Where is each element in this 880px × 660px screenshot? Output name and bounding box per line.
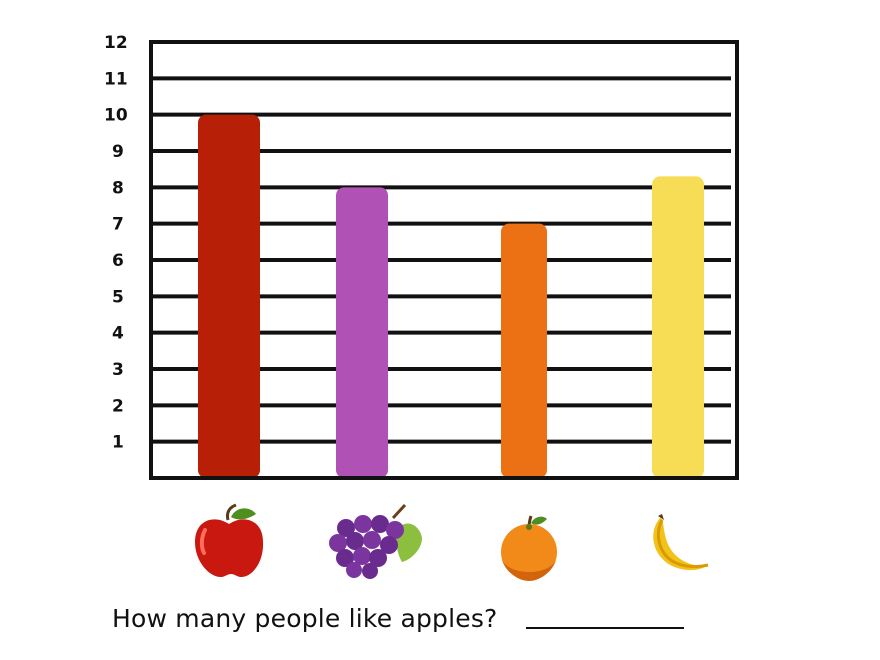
- y-tick-label: 10: [104, 106, 128, 126]
- grapes-icon: [329, 503, 422, 579]
- y-tick-label: 11: [104, 69, 128, 89]
- bar-grapes: [336, 187, 388, 479]
- bars: [198, 114, 704, 479]
- answer-blank[interactable]: [525, 627, 684, 629]
- banana-icon: [653, 514, 709, 571]
- y-tick-label: 3: [112, 360, 124, 380]
- y-tick-label: 4: [112, 324, 124, 344]
- plot-frame: [149, 40, 739, 480]
- y-tick-label: 9: [112, 142, 124, 162]
- y-tick-label: 1: [112, 433, 124, 453]
- y-tick-label: 6: [112, 251, 124, 271]
- apple-icon: [195, 503, 264, 578]
- question-row: How many people like apples?: [112, 604, 684, 633]
- bar-banana: [652, 176, 704, 478]
- orange-icon: [501, 515, 557, 581]
- y-tick-label: 7: [112, 215, 124, 235]
- bar-orange: [501, 223, 547, 478]
- y-tick-label: 5: [112, 287, 124, 307]
- y-tick-label: 8: [112, 178, 124, 198]
- y-tick-label: 2: [112, 396, 124, 416]
- bar-apple: [198, 114, 260, 479]
- y-tick-label: 12: [104, 33, 128, 53]
- question-text: How many people like apples?: [112, 604, 498, 633]
